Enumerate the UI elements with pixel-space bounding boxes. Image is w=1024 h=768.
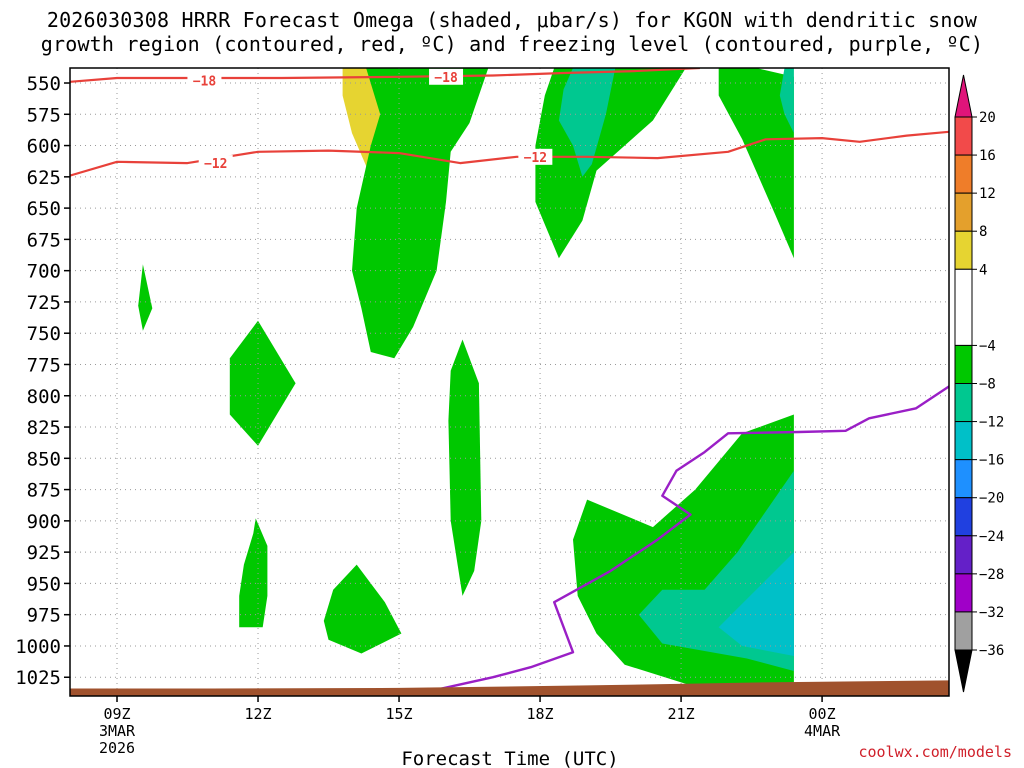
x-tick-label: 15Z bbox=[385, 705, 412, 723]
omega-region-5 bbox=[323, 564, 402, 654]
x-tick-label: 09Z bbox=[103, 705, 130, 723]
temp-contour-label: −12 bbox=[204, 157, 227, 172]
colorbar-bin-13 bbox=[954, 611, 973, 651]
omega-region-14 bbox=[718, 552, 794, 656]
y-tick-label: 650 bbox=[27, 198, 61, 220]
y-tick-label: 700 bbox=[27, 261, 61, 283]
contour-label-layer: −18 −18 −12 −12 bbox=[187, 68, 553, 172]
y-tick-label: 850 bbox=[27, 448, 61, 470]
colorbar-bin-2 bbox=[954, 154, 973, 194]
y-tick-label: 625 bbox=[27, 167, 61, 189]
x-tick-date: 3MAR bbox=[99, 722, 136, 740]
colorbar-label: −16 bbox=[979, 453, 1004, 469]
colorbar-label: −28 bbox=[979, 567, 1004, 583]
colorbar-label: 16 bbox=[979, 148, 996, 164]
colorbar-label: −20 bbox=[979, 491, 1004, 507]
y-tick-label: 575 bbox=[27, 104, 61, 126]
x-tick-label: 12Z bbox=[244, 705, 271, 723]
temp-contour-1 bbox=[70, 68, 700, 83]
y-tick-label: 1000 bbox=[15, 636, 61, 658]
x-tick-date: 4MAR bbox=[804, 722, 841, 740]
chart-title-line-2: growth region (contoured, red, ºC) and f… bbox=[40, 32, 984, 56]
colorbar-bin-4 bbox=[954, 230, 973, 270]
omega-region-13 bbox=[779, 68, 794, 134]
omega-region-4 bbox=[239, 518, 268, 628]
colorbar-label: −32 bbox=[979, 605, 1004, 621]
colorbar-bin-3 bbox=[954, 192, 973, 232]
temp-label-bg-2-2 bbox=[518, 148, 553, 165]
colorbar-label: 20 bbox=[979, 110, 996, 126]
colorbar-bottom-arrow bbox=[954, 649, 973, 693]
omega-region-9 bbox=[718, 68, 794, 259]
y-tick-label: 1025 bbox=[15, 667, 61, 689]
colorbar-label: −24 bbox=[979, 529, 1004, 545]
y-tick-label: 675 bbox=[27, 229, 61, 251]
y-tick-label: 725 bbox=[27, 292, 61, 314]
colorbar-label: −12 bbox=[979, 415, 1004, 431]
temp-label-bg-1-1 bbox=[187, 72, 222, 89]
colorbar-bin-8 bbox=[954, 421, 973, 461]
colorbar-label: 4 bbox=[979, 262, 987, 278]
colorbar-bin-10 bbox=[954, 497, 973, 537]
colorbar-label: 12 bbox=[979, 186, 996, 202]
omega-region-3 bbox=[229, 320, 296, 446]
y-tick-label: 600 bbox=[27, 136, 61, 158]
plot-frame bbox=[69, 67, 950, 697]
colorbar-bin-5 bbox=[954, 268, 973, 346]
y-tick-label: 900 bbox=[27, 511, 61, 533]
colorbar-bin-1 bbox=[954, 116, 973, 156]
y-tick-label: 950 bbox=[27, 573, 61, 595]
omega-region-11 bbox=[558, 68, 616, 177]
ground-layer bbox=[70, 680, 949, 696]
y-tick-label: 775 bbox=[27, 354, 61, 376]
x-tick-label: 21Z bbox=[668, 705, 695, 723]
omega-region-2 bbox=[138, 264, 153, 331]
temp-label-bg-2-1 bbox=[198, 155, 233, 172]
y-tick-label: 750 bbox=[27, 323, 61, 345]
omega-colorbar: 20 16 12 8 4 −4 −8 −12 −16 −20 −24 −28 −32 −36 bbox=[954, 74, 1004, 693]
colorbar-label: −8 bbox=[979, 377, 996, 393]
ground-surface bbox=[70, 680, 949, 696]
colorbar-label: −36 bbox=[979, 643, 1004, 659]
colorbar-label: 8 bbox=[979, 224, 987, 240]
colorbar-bin-9 bbox=[954, 459, 973, 499]
colorbar-top-arrow bbox=[954, 74, 973, 118]
colorbar-label: −4 bbox=[979, 338, 996, 354]
chart-title-line-1: 2026030308 HRRR Forecast Omega (shaded, … bbox=[46, 8, 978, 32]
x-tick-label: 18Z bbox=[527, 705, 554, 723]
omega-region-6 bbox=[352, 68, 489, 359]
x-axis-title: Forecast Time (UTC) bbox=[401, 748, 618, 768]
x-tick-year: 2026 bbox=[99, 739, 135, 757]
temp-label-bg-1-2 bbox=[429, 68, 464, 85]
omega-shading-layer bbox=[138, 68, 794, 690]
y-tick-label: 975 bbox=[27, 605, 61, 627]
source-credit: coolwx.com/models bbox=[858, 743, 1012, 761]
x-tick-label: 00Z bbox=[809, 705, 836, 723]
y-tick-label: 875 bbox=[27, 480, 61, 502]
colorbar-bin-6 bbox=[954, 344, 973, 384]
temp-contour-label: −12 bbox=[524, 151, 547, 166]
colorbar-bin-12 bbox=[954, 573, 973, 613]
colorbar-bin-7 bbox=[954, 383, 973, 423]
y-tick-label: 925 bbox=[27, 542, 61, 564]
freezing-level-contour bbox=[436, 384, 949, 691]
temp-contour-label: −18 bbox=[434, 71, 458, 86]
omega-region-8 bbox=[535, 68, 686, 259]
omega-region-7 bbox=[448, 339, 482, 596]
colorbar-bin-11 bbox=[954, 535, 973, 575]
y-axis: 550 575 600 625 650 675 700 725 750 775 800 825 850 8… bbox=[15, 73, 70, 689]
y-tick-label: 550 bbox=[27, 73, 61, 95]
y-tick-label: 800 bbox=[27, 386, 61, 408]
y-tick-label: 825 bbox=[27, 417, 61, 439]
temp-contour-label: −18 bbox=[193, 75, 217, 90]
